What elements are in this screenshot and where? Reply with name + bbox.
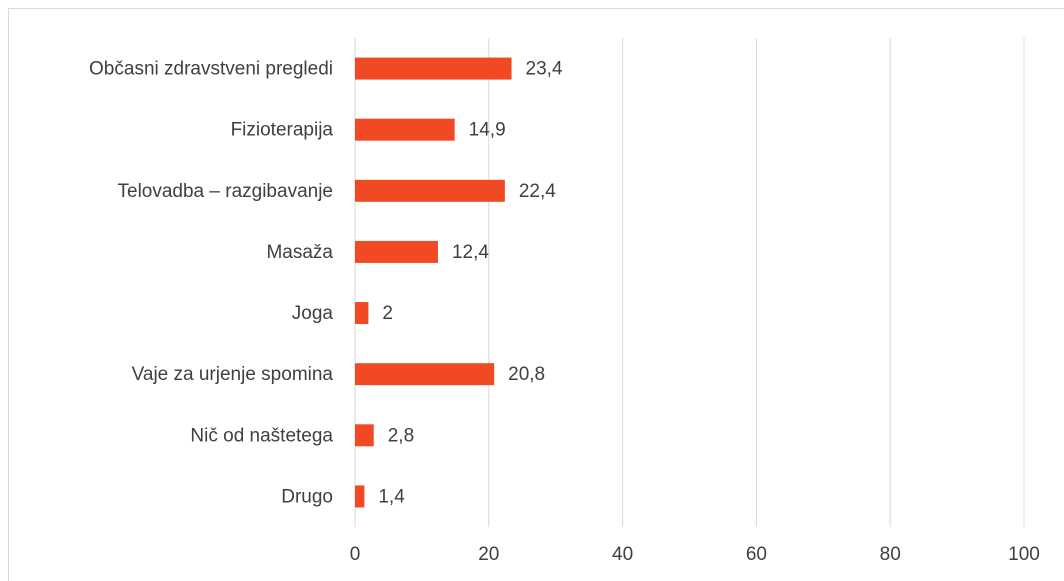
chart-frame (8, 8, 1064, 581)
y-tick-label: Nič od naštetega (190, 425, 333, 446)
bar (355, 240, 438, 263)
data-label: 2,8 (388, 425, 414, 446)
data-label: 12,4 (452, 242, 489, 263)
bar (355, 363, 495, 386)
x-tick-label: 20 (478, 544, 499, 565)
y-tick-label: Joga (292, 303, 334, 324)
y-tick-label: Fizioterapija (231, 120, 334, 141)
data-label: 14,9 (469, 120, 506, 141)
bar (355, 118, 455, 141)
bar (355, 179, 505, 202)
x-tick-label: 80 (880, 544, 901, 565)
y-tick-label: Vaje za urjenje spomina (132, 364, 334, 385)
x-tick-label: 40 (612, 544, 633, 565)
bar (355, 424, 374, 447)
bar (355, 302, 369, 325)
data-label: 22,4 (519, 181, 556, 202)
bar (355, 57, 512, 80)
data-label: 2 (382, 303, 393, 324)
data-label: 23,4 (526, 59, 563, 80)
x-tick-label: 60 (746, 544, 767, 565)
y-tick-label: Drugo (281, 486, 333, 507)
data-label: 20,8 (508, 364, 545, 385)
x-tick-label: 0 (350, 544, 361, 565)
x-tick-label: 100 (1008, 544, 1040, 565)
y-tick-label: Telovadba – razgibavanje (118, 181, 334, 202)
y-tick-label: Masaža (266, 242, 333, 263)
bar (355, 485, 365, 508)
y-tick-label: Občasni zdravstveni pregledi (89, 59, 333, 80)
data-label: 1,4 (378, 486, 405, 507)
